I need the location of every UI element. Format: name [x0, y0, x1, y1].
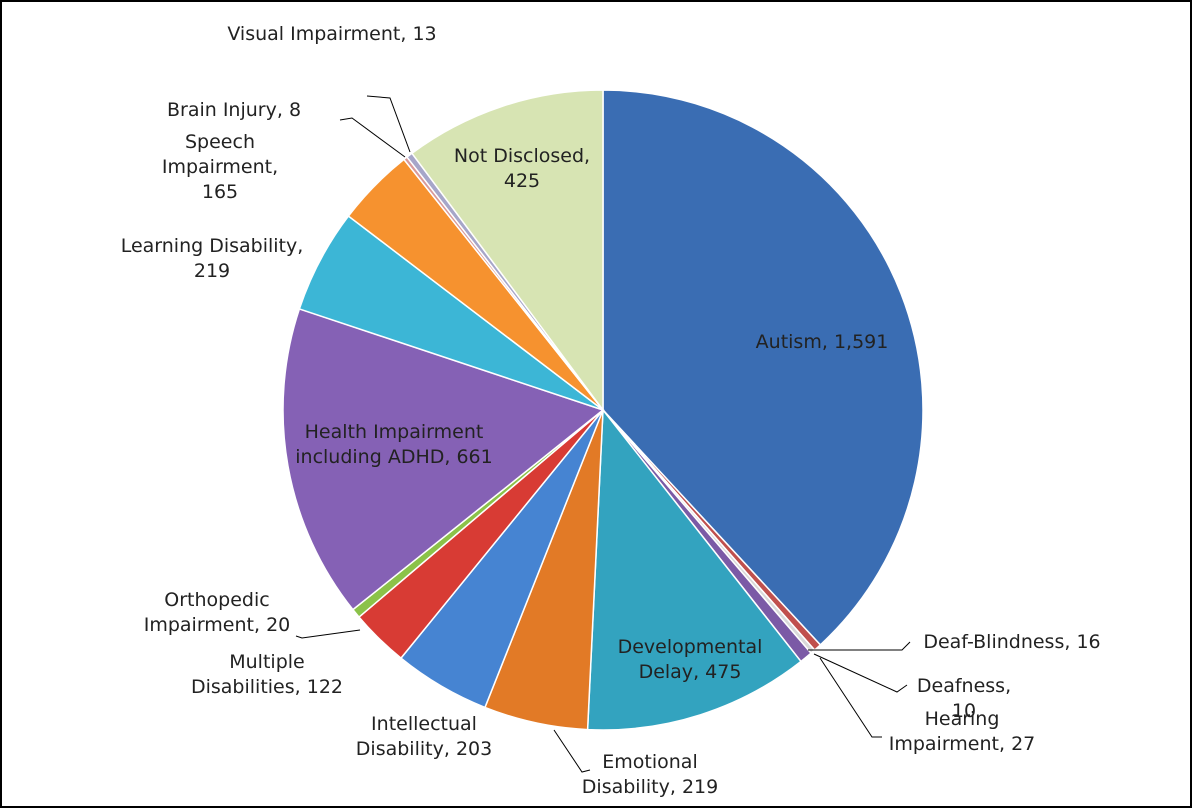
label-part: Hearing Impairment [888, 708, 1000, 755]
slice-label: Deafness, 10 [904, 674, 1024, 724]
label-part: 16 [1076, 631, 1101, 653]
label-part: , [693, 661, 706, 683]
label-part: 1,591 [833, 331, 889, 353]
label-part: , [1005, 675, 1012, 697]
label-part: Health Impairment including ADHD [295, 421, 484, 468]
label-part: Visual Impairment [227, 23, 401, 45]
label-part: Multiple Disabilities [190, 651, 305, 698]
leader-line [808, 641, 911, 651]
label-part: , [998, 733, 1012, 755]
label-part: 13 [412, 23, 437, 45]
pie-slice [602, 89, 924, 646]
label-part: Developmental Delay [617, 636, 763, 683]
label-part: Deafness [916, 675, 1006, 697]
label-part: 219 [681, 776, 719, 798]
label-part: Brain Injury [166, 99, 277, 121]
label-part: , [272, 156, 279, 178]
label-part: 219 [193, 260, 231, 282]
label-part: Speech Impairment [161, 131, 273, 178]
slice-label: Health Impairment including ADHD, 661 [289, 420, 499, 470]
slice-label: Hearing Impairment, 27 [882, 707, 1042, 757]
label-part: Orthopedic Impairment [143, 589, 270, 636]
slice-label: Learning Disability, 219 [102, 234, 322, 284]
label-part: 165 [201, 181, 239, 203]
slice-label: Multiple Disabilities, 122 [182, 650, 352, 700]
leader-line [366, 95, 411, 153]
label-part: , [276, 99, 289, 121]
leader-line [295, 629, 361, 639]
label-part: , [443, 738, 456, 760]
label-part: , [297, 235, 304, 257]
leader-line [813, 653, 908, 693]
slice-label: Developmental Delay, 475 [600, 635, 780, 685]
label-part: 425 [503, 170, 541, 192]
label-part: Intellectual Disability [355, 713, 477, 760]
label-part: , [669, 776, 682, 798]
label-part: , [1064, 631, 1077, 653]
label-part: Not Disclosed [453, 145, 585, 167]
slice-label: Orthopedic Impairment, 20 [127, 588, 307, 638]
label-part: , [400, 23, 413, 45]
leader-line [339, 117, 406, 158]
pie-slice [410, 89, 604, 413]
label-part: Autism [755, 331, 822, 353]
slice-label: Not Disclosed, 425 [437, 144, 607, 194]
leader-line [553, 729, 591, 773]
slice-label: Deaf-Blindness, 16 [902, 630, 1122, 655]
label-part: 122 [306, 676, 344, 698]
label-part: 661 [456, 446, 493, 468]
label-part: 203 [455, 738, 493, 760]
slice-label: Visual Impairment, 13 [222, 22, 442, 47]
label-part: 27 [1011, 733, 1036, 755]
label-part: 475 [705, 661, 742, 683]
label-part: Learning Disability [120, 235, 298, 257]
label-part: , [444, 446, 457, 468]
label-part: Deaf-Blindness [923, 631, 1065, 653]
label-part: 8 [288, 99, 302, 121]
slice-label: Intellectual Disability, 203 [339, 712, 509, 762]
slice-label: Brain Injury, 8 [134, 98, 334, 123]
slice-label: Emotional Disability, 219 [565, 750, 735, 800]
slice-label: Speech Impairment, 165 [155, 130, 285, 205]
label-part: 10 [951, 700, 977, 722]
label-part: , [821, 331, 834, 353]
slice-label: Autism, 1,591 [712, 330, 932, 355]
leader-line [819, 657, 882, 738]
label-part: , [253, 614, 267, 636]
label-part: Emotional Disability [581, 751, 698, 798]
label-part: , [584, 145, 591, 167]
pie-slice [586, 407, 802, 731]
label-part: , [294, 676, 307, 698]
label-part: 20 [266, 614, 291, 636]
